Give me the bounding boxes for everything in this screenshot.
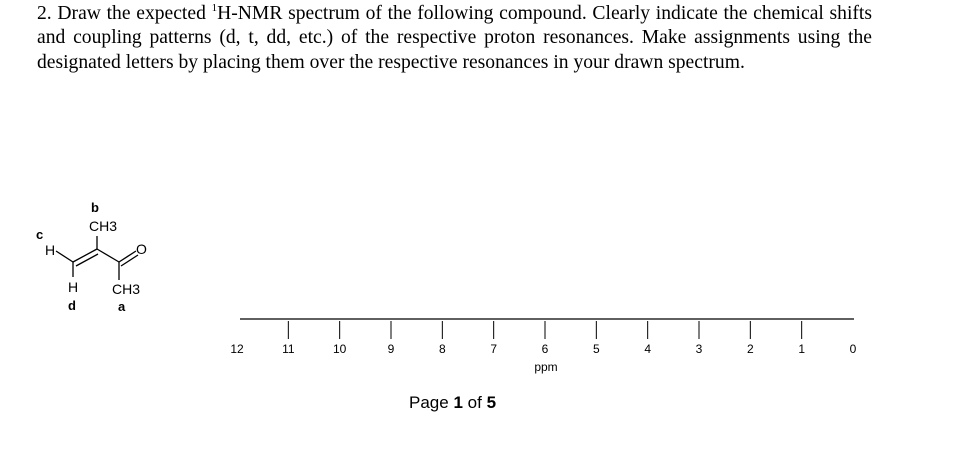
axis-tick-label: 7: [490, 342, 497, 356]
axis-tick-label: 3: [696, 342, 703, 356]
page-total: 5: [486, 393, 497, 412]
axis-tick-label: 0: [850, 342, 857, 356]
axis-tick-label: 4: [644, 342, 651, 356]
axis-tick-label: 11: [282, 342, 295, 356]
axis-tick-label: 9: [388, 342, 395, 356]
page-current: 1: [453, 393, 463, 412]
page-footer: Page 1 of 5: [409, 393, 496, 413]
axis-tick-label: 5: [593, 342, 600, 356]
tick-group: 12 11 10 9 8 7 6 5 4 3 2 1 0: [230, 321, 857, 356]
axis-unit-label: ppm: [534, 360, 557, 374]
axis-tick-label: 6: [542, 342, 549, 356]
question-number: 2.: [37, 3, 52, 24]
axis-tick-label: 10: [333, 342, 347, 356]
axis-tick-label: 2: [747, 342, 754, 356]
page-prefix: Page: [409, 393, 449, 412]
axis-tick-label: 8: [439, 342, 446, 356]
superscript-one: 1: [211, 2, 218, 14]
question-text-rest: H-NMR spectrum of the following compound…: [37, 3, 872, 73]
axis-tick-label: 1: [798, 342, 805, 356]
axis-tick-label: 12: [230, 342, 244, 356]
page-of: of: [467, 393, 482, 412]
question-text: 2. Draw the expected 1H-NMR spectrum of …: [37, 2, 872, 75]
question-text-start: Draw the expected: [57, 3, 206, 24]
